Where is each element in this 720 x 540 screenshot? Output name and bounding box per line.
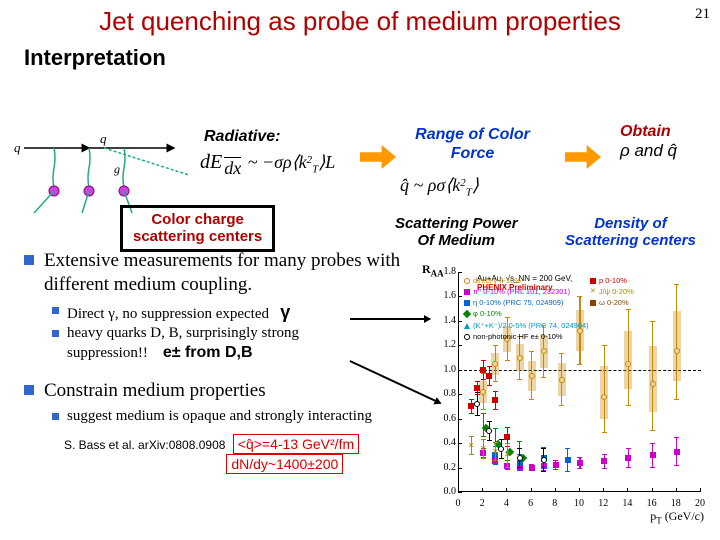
arrow-icon bbox=[565, 145, 601, 169]
x-axis-label: pT (GeV/c) bbox=[650, 509, 704, 525]
bullet-icon bbox=[52, 330, 59, 337]
feyn-q-label-1: q bbox=[14, 140, 21, 155]
citation: S. Bass et al. arXiv:0808.0908 <q̂>=4-13… bbox=[64, 434, 404, 474]
bullet-list: Extensive measurements for many probes w… bbox=[24, 249, 404, 474]
slide-title: Jet quenching as probe of medium propert… bbox=[0, 0, 720, 37]
bullet-constrain: Constrain medium properties bbox=[24, 379, 404, 403]
bullet-icon bbox=[52, 413, 59, 420]
arrow-icon bbox=[360, 145, 396, 169]
chart-legend-left: direct γ 0-10%π⁰ 0-10% (PRL 101, 232301)… bbox=[464, 276, 589, 343]
qhat-formula: q̂ ~ ρσ⟨k2T⟩ bbox=[400, 175, 479, 199]
e-from-db-label: e± from D,B bbox=[163, 344, 253, 361]
bullet-sub-2: heavy quarks D, B, surprisingly strong s… bbox=[52, 324, 404, 363]
feyn-g-label: g bbox=[114, 162, 120, 176]
qhat-result-box: <q̂>=4-13 GeV²/fm bbox=[233, 434, 359, 454]
raa-chart: RAA Au+Au, √s_NN = 200 GeV,PHENIX Prelim… bbox=[420, 262, 710, 527]
radiative-label: Radiative: bbox=[204, 128, 280, 146]
top-diagram-row: q q L g Radiative: dEdx ~ −σρ⟨k2T⟩L Colo… bbox=[0, 73, 720, 243]
obtain-box: Obtain ρ and q̂ bbox=[620, 123, 677, 161]
bullet-main-1: Extensive measurements for many probes w… bbox=[24, 249, 404, 297]
scattering-power-label: Scattering PowerOf Medium bbox=[395, 215, 518, 250]
range-of-color-force-box: Range of ColorForce bbox=[400, 125, 545, 163]
dndy-result-box: dN/dy~1400±200 bbox=[226, 454, 343, 474]
interpretation-heading: Interpretation bbox=[24, 45, 720, 71]
gamma-symbol: γ bbox=[280, 302, 290, 322]
bullet-icon bbox=[52, 307, 59, 314]
bullet-icon bbox=[24, 385, 34, 395]
density-label: Density ofScattering centers bbox=[565, 215, 696, 250]
color-charge-box: Color chargescattering centers bbox=[120, 205, 275, 252]
bullet-constrain-sub: suggest medium is opaque and strongly in… bbox=[52, 407, 404, 426]
arrow-gamma-to-chart bbox=[350, 318, 430, 320]
chart-legend-right: p 0-10%✕J/ψ 0-20%ω 0-20% bbox=[590, 276, 634, 309]
bullet-icon bbox=[24, 255, 34, 265]
feyn-q-label-2: q bbox=[100, 133, 107, 146]
page-number: 21 bbox=[695, 6, 710, 23]
energy-loss-formula: dEdx ~ −σρ⟨k2T⟩L bbox=[200, 151, 335, 179]
bullet-sub-1: Direct γ, no suppression expected γ bbox=[52, 301, 404, 324]
